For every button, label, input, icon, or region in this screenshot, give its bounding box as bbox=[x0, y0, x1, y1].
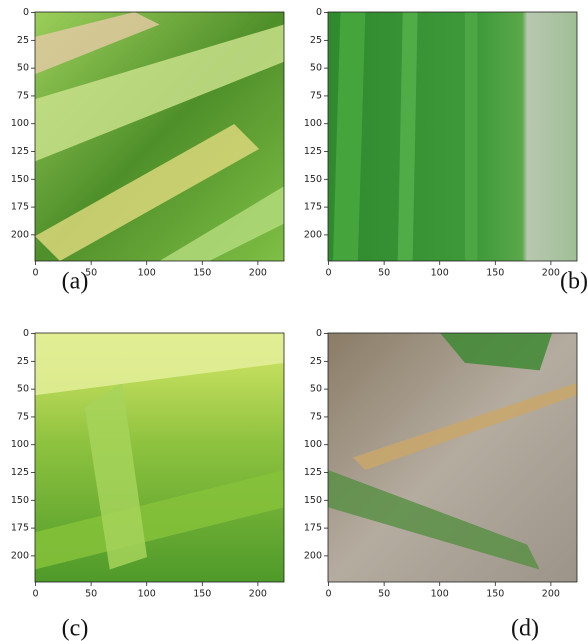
y-tick-label: 0 bbox=[316, 328, 322, 339]
x-tick-label: 50 bbox=[378, 268, 390, 279]
y-tick-label: 50 bbox=[310, 384, 322, 395]
y-tick-label: 0 bbox=[316, 7, 322, 18]
y-tick-label: 200 bbox=[304, 550, 322, 561]
caption: (b) bbox=[560, 269, 588, 295]
y-tick-label: 175 bbox=[11, 523, 29, 534]
y-tick-label: 175 bbox=[11, 202, 29, 213]
y-tick-label: 200 bbox=[11, 229, 29, 240]
image bbox=[328, 12, 577, 261]
panel: 0 50 100 150 200 0 25 50 75 100 125 150 175 200 (c) bbox=[11, 328, 284, 641]
y-tick-label: 0 bbox=[23, 7, 29, 18]
y-tick-label: 100 bbox=[304, 439, 322, 450]
x-tick-label: 0 bbox=[326, 268, 332, 279]
y-tick-label: 200 bbox=[304, 229, 322, 240]
y-tick-label: 75 bbox=[310, 90, 322, 101]
y-tick-label: 150 bbox=[304, 174, 322, 185]
x-tick-label: 200 bbox=[249, 268, 267, 279]
x-tick-label: 100 bbox=[431, 589, 449, 600]
leaf bbox=[465, 12, 477, 261]
panel: 0 50 100 150 200 0 25 50 75 100 125 150 175 200 (d) bbox=[304, 328, 577, 641]
caption: (a) bbox=[62, 269, 89, 295]
y-tick-label: 150 bbox=[304, 495, 322, 506]
y-tick-label: 100 bbox=[304, 118, 322, 129]
y-tick-label: 50 bbox=[17, 384, 29, 395]
y-tick-label: 125 bbox=[11, 467, 29, 478]
y-tick-label: 125 bbox=[304, 146, 322, 157]
y-tick-label: 25 bbox=[17, 356, 29, 367]
x-tick-label: 0 bbox=[33, 268, 39, 279]
y-tick-label: 150 bbox=[11, 495, 29, 506]
caption: (d) bbox=[511, 616, 539, 641]
figure: 0 50 100 150 200 0 25 50 75 100 125 150 175 200 (a) 0 50… bbox=[0, 0, 588, 641]
y-tick-label: 25 bbox=[310, 356, 322, 367]
x-tick-label: 200 bbox=[249, 589, 267, 600]
x-tick-label: 0 bbox=[33, 589, 39, 600]
y-tick-label: 75 bbox=[17, 90, 29, 101]
x-tick-label: 0 bbox=[326, 589, 332, 600]
x-tick-label: 200 bbox=[542, 268, 560, 279]
y-tick-label: 25 bbox=[310, 35, 322, 46]
x-tick-label: 50 bbox=[85, 589, 97, 600]
y-tick-label: 25 bbox=[17, 35, 29, 46]
y-tick-label: 125 bbox=[304, 467, 322, 478]
y-tick-label: 75 bbox=[17, 411, 29, 422]
y-tick-label: 75 bbox=[310, 411, 322, 422]
x-tick-label: 200 bbox=[542, 589, 560, 600]
y-tick-label: 100 bbox=[11, 118, 29, 129]
y-tick-label: 50 bbox=[17, 63, 29, 74]
x-tick-label: 150 bbox=[193, 589, 211, 600]
y-tick-label: 125 bbox=[11, 146, 29, 157]
caption: (c) bbox=[62, 616, 89, 641]
y-tick-label: 50 bbox=[310, 63, 322, 74]
y-tick-label: 150 bbox=[11, 174, 29, 185]
x-tick-label: 150 bbox=[486, 268, 504, 279]
y-tick-label: 200 bbox=[11, 550, 29, 561]
x-tick-label: 100 bbox=[431, 268, 449, 279]
y-tick-label: 175 bbox=[304, 202, 322, 213]
y-tick-label: 100 bbox=[11, 439, 29, 450]
y-tick-label: 175 bbox=[304, 523, 322, 534]
x-tick-label: 150 bbox=[193, 268, 211, 279]
x-tick-label: 150 bbox=[486, 589, 504, 600]
x-tick-label: 50 bbox=[378, 589, 390, 600]
x-tick-label: 100 bbox=[138, 268, 156, 279]
y-tick-label: 0 bbox=[23, 328, 29, 339]
x-tick-label: 100 bbox=[138, 589, 156, 600]
